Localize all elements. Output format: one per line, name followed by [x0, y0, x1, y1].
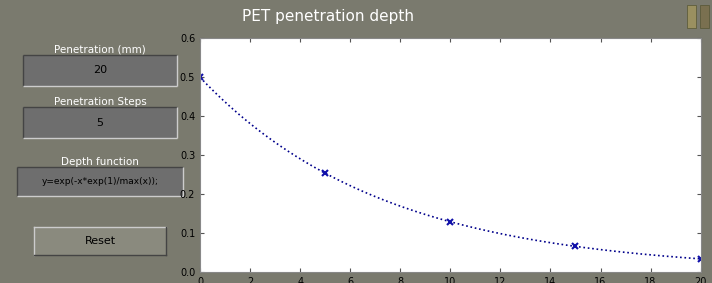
- Bar: [23, 55, 177, 86]
- FancyBboxPatch shape: [687, 5, 696, 28]
- Bar: [17, 167, 183, 196]
- Text: Reset: Reset: [85, 236, 115, 246]
- Text: 20: 20: [93, 65, 107, 75]
- Text: 5: 5: [97, 118, 103, 128]
- FancyBboxPatch shape: [700, 5, 709, 28]
- Bar: [23, 107, 177, 138]
- Text: y=exp(-x*exp(1)/max(x));: y=exp(-x*exp(1)/max(x));: [41, 177, 159, 186]
- Bar: [34, 227, 166, 255]
- Text: PET penetration depth: PET penetration depth: [241, 9, 414, 24]
- Text: Penetration (mm): Penetration (mm): [54, 45, 146, 55]
- Text: Penetration Steps: Penetration Steps: [53, 97, 147, 107]
- Text: Depth function: Depth function: [61, 157, 139, 167]
